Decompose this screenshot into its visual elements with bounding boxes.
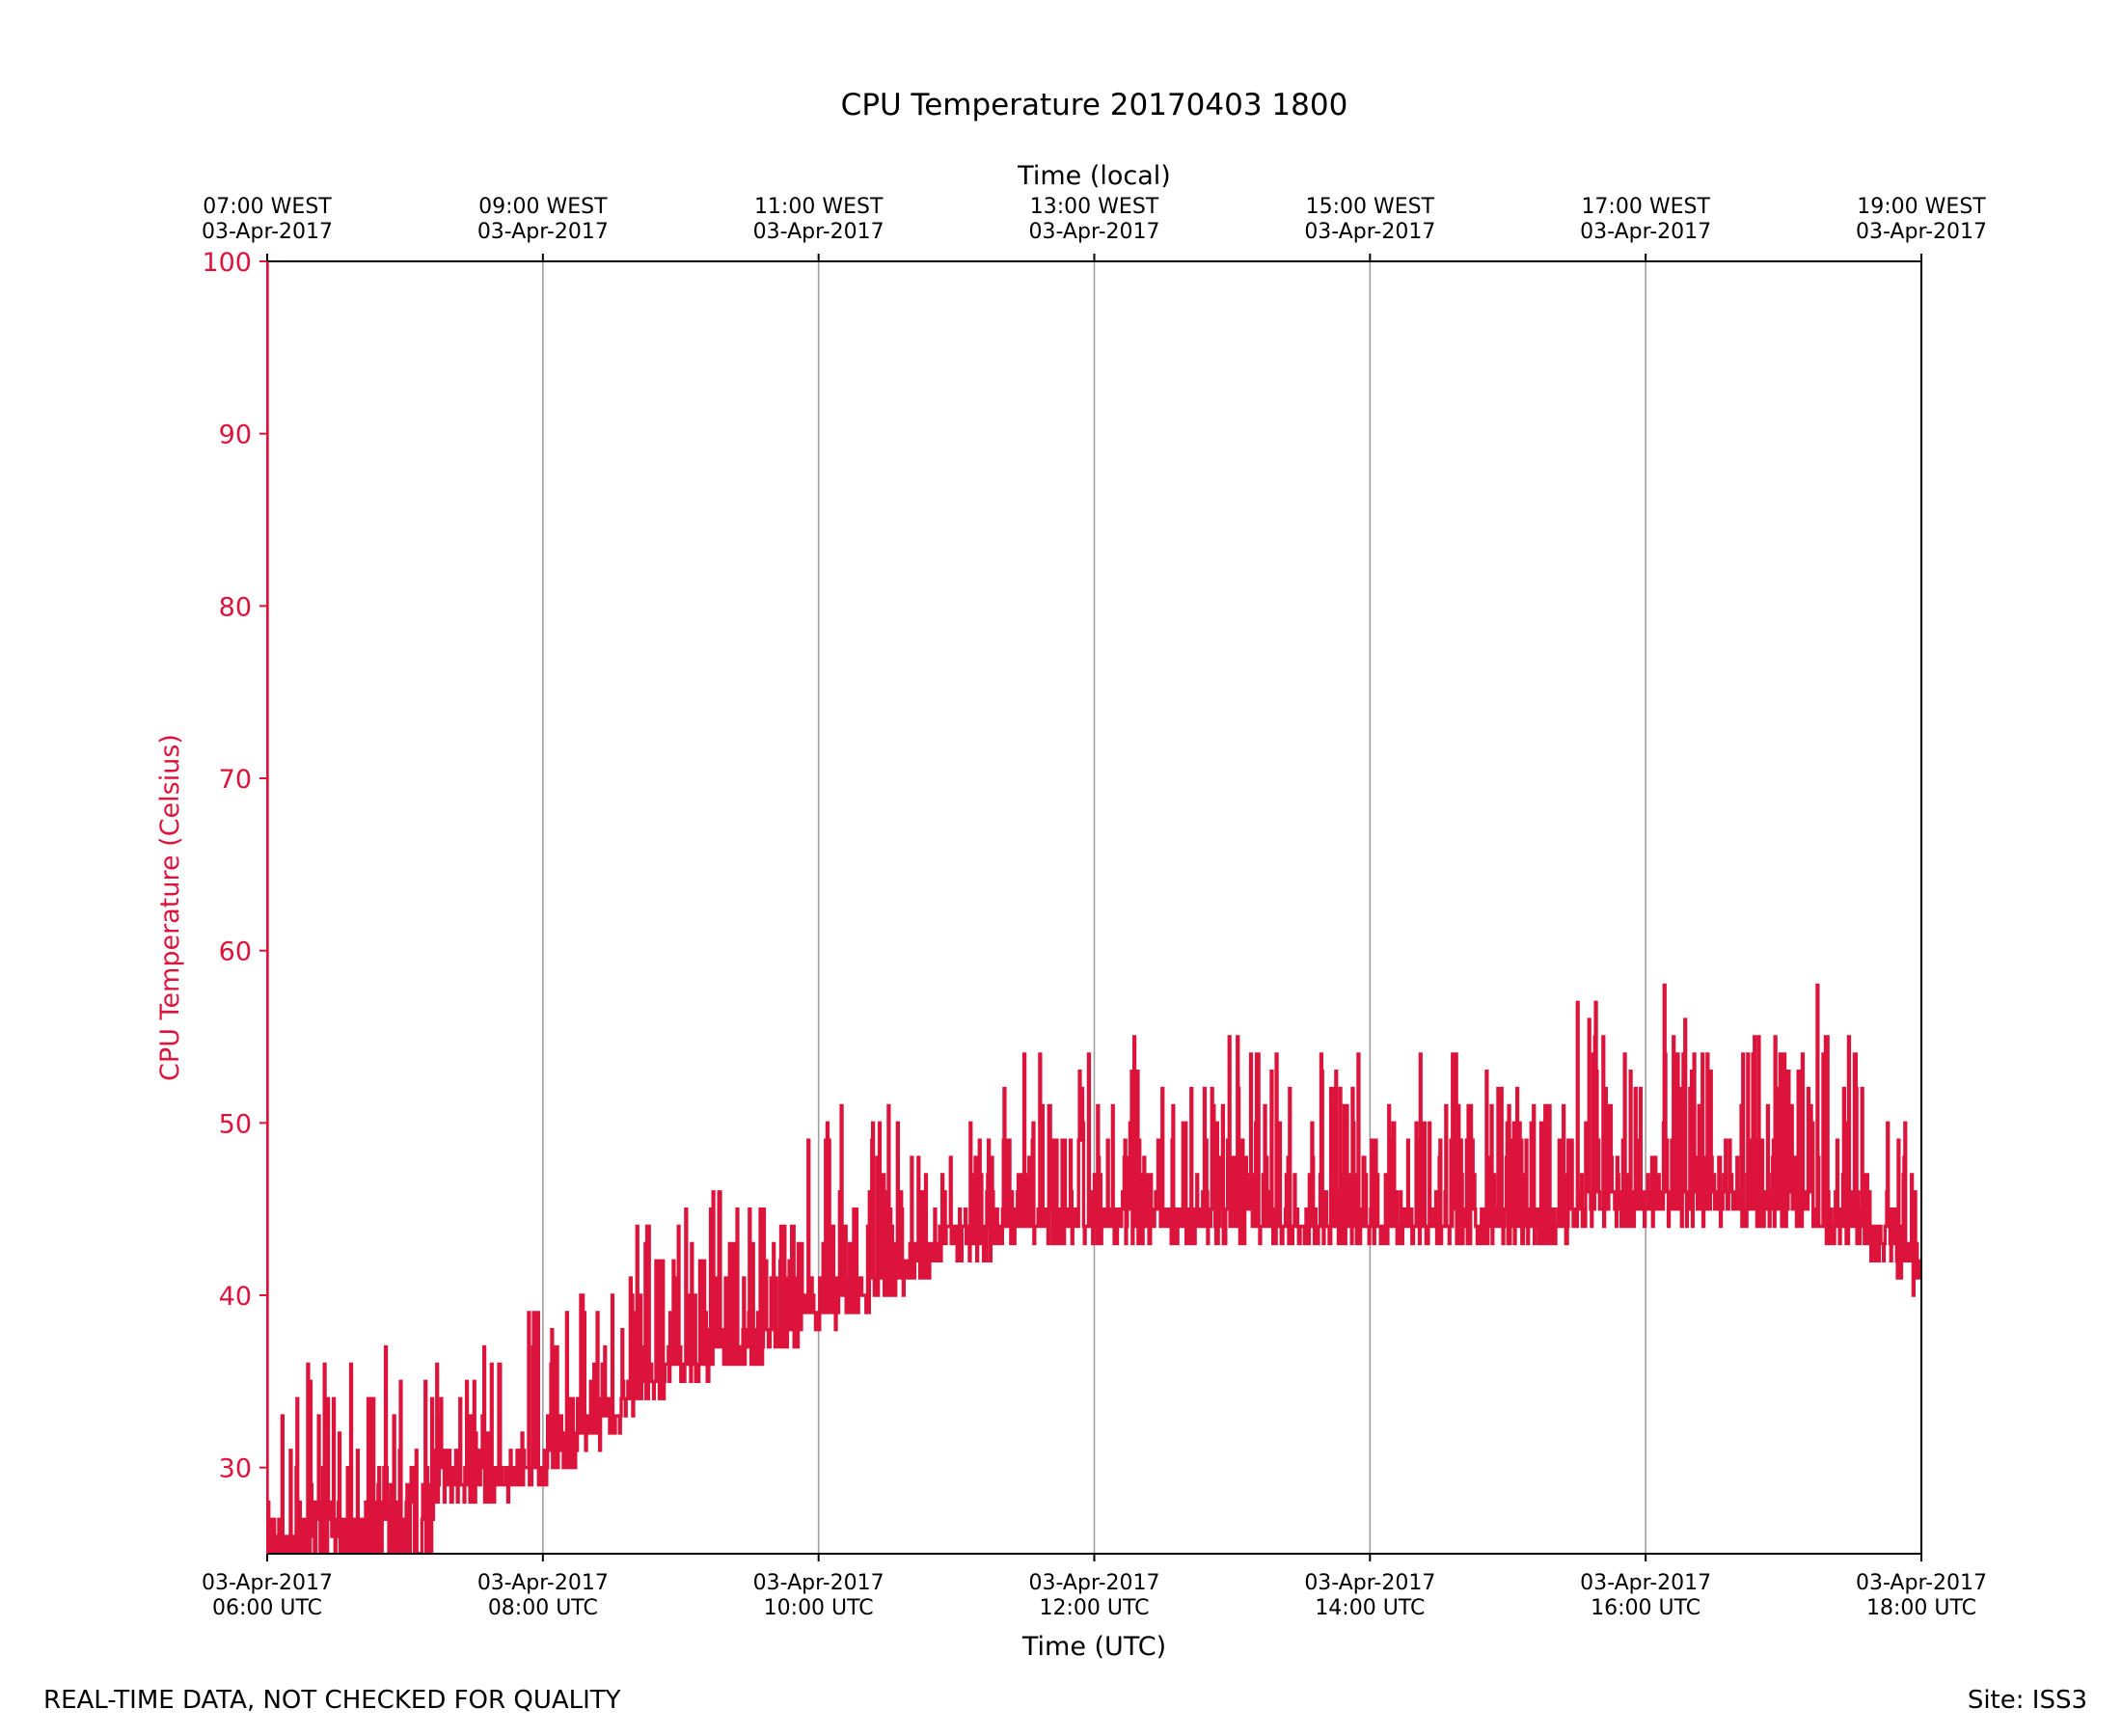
- x2-tick-time: 19:00 WEST: [1857, 195, 1986, 219]
- x-tick-date: 03-Apr-2017: [202, 1571, 333, 1595]
- x-tick-time: 12:00 UTC: [1039, 1596, 1149, 1620]
- x-tick-time: 14:00 UTC: [1315, 1596, 1425, 1620]
- x2-tick-time: 11:00 WEST: [754, 195, 884, 219]
- y-axis-label: CPU Temperature (Celsius): [155, 734, 185, 1081]
- x2-tick-time: 09:00 WEST: [478, 195, 608, 219]
- x2-axis-label: Time (local): [1017, 161, 1171, 191]
- temperature-line: [267, 261, 1921, 1554]
- x-tick-date: 03-Apr-2017: [753, 1571, 884, 1595]
- x2-tick-time: 07:00 WEST: [203, 195, 332, 219]
- y-tick-label: 40: [219, 1282, 252, 1312]
- y-tick-label: 60: [219, 937, 252, 967]
- grid-lines: [542, 261, 1646, 1554]
- x-tick-date: 03-Apr-2017: [1304, 1571, 1435, 1595]
- quality-disclaimer: REAL-TIME DATA, NOT CHECKED FOR QUALITY: [43, 1686, 621, 1715]
- x2-tick-date: 03-Apr-2017: [1580, 220, 1711, 244]
- x-tick-date: 03-Apr-2017: [1028, 1571, 1159, 1595]
- x-tick-date: 03-Apr-2017: [477, 1571, 609, 1595]
- x2-tick-time: 13:00 WEST: [1030, 195, 1159, 219]
- x-tick-time: 16:00 UTC: [1591, 1596, 1700, 1620]
- x2-tick-date: 03-Apr-2017: [1856, 220, 1987, 244]
- x2-tick-time: 15:00 WEST: [1306, 195, 1435, 219]
- x2-tick-date: 03-Apr-2017: [477, 220, 609, 244]
- y-tick-label: 90: [219, 420, 252, 450]
- x2-tick-date: 03-Apr-2017: [202, 220, 333, 244]
- y-tick-label: 80: [219, 592, 252, 622]
- x2-tick-date: 03-Apr-2017: [1304, 220, 1435, 244]
- x-tick-time: 10:00 UTC: [764, 1596, 874, 1620]
- chart-title: CPU Temperature 20170403 1800: [841, 88, 1348, 122]
- x2-tick-date: 03-Apr-2017: [753, 220, 884, 244]
- x-tick-date: 03-Apr-2017: [1856, 1571, 1987, 1595]
- x-tick-time: 18:00 UTC: [1866, 1596, 1976, 1620]
- series-temperature: [267, 261, 1921, 1554]
- axes: [259, 254, 1922, 1561]
- y-tick-label: 50: [219, 1109, 252, 1139]
- x-tick-time: 08:00 UTC: [488, 1596, 598, 1620]
- x-tick-time: 06:00 UTC: [212, 1596, 322, 1620]
- y-tick-label: 70: [219, 765, 252, 795]
- y-tick-label: 100: [202, 248, 252, 278]
- site-label: Site: ISS3: [1967, 1686, 2087, 1715]
- x2-tick-time: 17:00 WEST: [1581, 195, 1710, 219]
- x2-tick-date: 03-Apr-2017: [1028, 220, 1159, 244]
- y-tick-label: 30: [219, 1454, 252, 1484]
- x-axis-label: Time (UTC): [1021, 1632, 1166, 1662]
- x-tick-date: 03-Apr-2017: [1580, 1571, 1711, 1595]
